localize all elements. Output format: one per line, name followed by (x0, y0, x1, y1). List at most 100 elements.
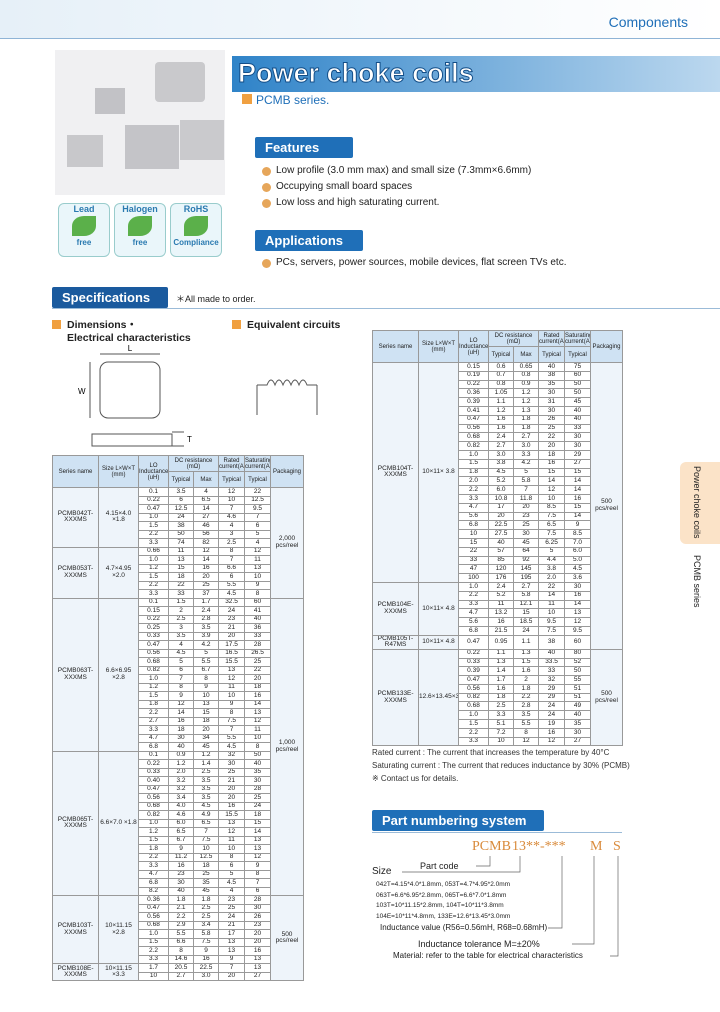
cell: 15 (458, 537, 489, 548)
data-row: 0.47 2.1 2.5 25 30 (53, 903, 304, 913)
cell: 10 (218, 844, 246, 854)
cell: 4.5 (488, 467, 514, 478)
cell: 23 (244, 920, 272, 930)
data-row: 0.41 1.2 1.3 30 40 (373, 405, 623, 416)
cell: 30 (168, 733, 194, 743)
cell: 20 (488, 511, 514, 522)
cell: 40 (538, 648, 566, 659)
cell: 92 (512, 555, 540, 566)
cell: 4.5 (218, 742, 246, 752)
cell: 18 (244, 810, 272, 820)
cell: 2.5 (192, 767, 220, 777)
cell: 27 (192, 512, 220, 522)
cell: 1.0 (138, 929, 169, 939)
series-name: PCMB053T-XXXMS (52, 546, 99, 599)
cell: 24 (218, 912, 246, 922)
data-row: 2.7 16 18 7.5 12 (53, 716, 304, 726)
cell: 5.5 (168, 929, 194, 939)
cell: 6.0 (564, 546, 592, 557)
cell: 5 (218, 869, 246, 879)
size-lines: 042T=4.15*4.0*1.8mm, 053T=4.7*4.95*2.0mm… (376, 880, 510, 922)
cell: 18.5 (512, 617, 540, 627)
cell: 40 (538, 362, 566, 372)
application: PCs, servers, power sources, mobile devi… (262, 257, 566, 273)
code-part: M (590, 839, 603, 854)
size: 10×11× 3.8 (418, 362, 459, 583)
cell: 1.0 (138, 674, 169, 684)
cell: 8.2 (138, 886, 169, 896)
cell: 0.36 (138, 895, 169, 905)
cell: 7.2 (488, 727, 514, 738)
cell: 2.4 (488, 581, 514, 592)
cell: 1.5 (458, 458, 489, 469)
cell: 1.1 (488, 397, 514, 407)
title-bar (232, 56, 720, 92)
data-row: 1.5 6.6 7.5 13 20 (53, 937, 304, 947)
cell: 3.3 (138, 538, 169, 548)
sub-header: Typical (488, 346, 514, 363)
cell: 13 (244, 844, 272, 854)
cell: 3.3 (138, 861, 169, 871)
cell: 20 (218, 793, 246, 803)
cell: 13.2 (488, 608, 514, 619)
cell: 0.56 (458, 423, 489, 434)
size: 10×11× 4.8 (418, 581, 459, 636)
cell: 13 (218, 665, 246, 675)
cell: 2.2 (458, 590, 489, 601)
cell: 2.0 (458, 476, 489, 487)
cell: 9 (192, 682, 220, 692)
cell: 12.5 (192, 852, 220, 862)
cell: 40 (244, 759, 272, 769)
cell: 38 (538, 634, 566, 650)
cell: 45 (564, 397, 592, 407)
data-row: PCMB042T-XXXMS 4.15×4.0 ×1.8 0.1 3.5 4 12 22 2,… (52, 487, 305, 599)
spec-table: Series name Size L×W×T (mm) LO Inductance … (372, 330, 624, 747)
cell: 8 (218, 708, 246, 718)
cell: 0.82 (458, 692, 489, 703)
cell: 5.8 (192, 929, 220, 939)
product-photo (55, 50, 225, 195)
cell: 0.22 (138, 759, 169, 769)
sub-header: Typical (538, 346, 566, 363)
cell: 5.5 (218, 733, 246, 743)
cell: 28 (244, 784, 272, 794)
cell: 0.22 (458, 379, 489, 390)
cell: 6.0 (488, 485, 514, 495)
size-line: 063T=6.6*6.95*2.8mm, 065T=6.6*7.0*1.8mm (376, 891, 507, 899)
cell: 0.22 (138, 614, 169, 624)
sub-header: Typical (218, 471, 246, 488)
cell: 2.7 (512, 432, 540, 443)
cell: 10.8 (488, 493, 514, 504)
cell: 0.25 (138, 623, 169, 633)
cell: 1.05 (488, 388, 514, 399)
cell: 0.68 (138, 657, 169, 667)
cell: 7 (192, 827, 220, 837)
cell: 30 (218, 759, 246, 769)
cell: 14 (192, 504, 220, 514)
cell: 20 (218, 971, 246, 981)
column-header: Rated current(A) (538, 330, 566, 347)
cell: 3.6 (564, 573, 592, 583)
code-part: 13**-*** (512, 839, 566, 854)
cell: 1.2 (138, 563, 169, 573)
packaging: 500 pcs/reel (590, 362, 624, 650)
header-row: Series name Size L×W×T (mm) LO Inductance … (372, 330, 624, 363)
cell: 0.22 (458, 648, 489, 659)
cell: 75 (564, 362, 592, 372)
cell: 74 (168, 538, 194, 548)
cell: 12 (564, 617, 592, 627)
column-header: Saturating current(A) (564, 330, 592, 347)
cell: 5.8 (512, 476, 540, 487)
cell: 2.7 (138, 716, 169, 726)
cell: 4 (192, 487, 220, 497)
cell: 28 (244, 895, 272, 905)
cell: 1.2 (512, 388, 540, 399)
cell: 0.33 (138, 631, 169, 641)
cell: 30 (564, 432, 592, 443)
cell: 1.7 (138, 963, 169, 973)
cell: 16 (564, 493, 592, 504)
cell: 9.5 (538, 617, 566, 627)
cell: 21 (218, 920, 246, 930)
cell: 0.6 (488, 362, 514, 372)
specifications-note: ＊All made to order. (176, 294, 256, 304)
